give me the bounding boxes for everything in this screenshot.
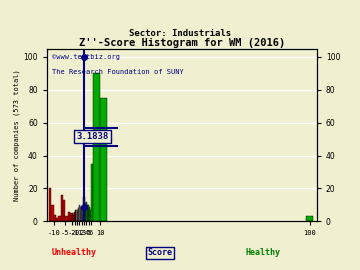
Bar	[82, 208, 83, 221]
Bar	[73, 215, 74, 221]
Bar	[88, 205, 89, 221]
Bar	[86, 205, 87, 221]
Bar	[72, 213, 73, 221]
Bar	[78, 208, 79, 221]
Bar	[78, 210, 80, 221]
Bar	[89, 208, 90, 221]
Text: Score: Score	[148, 248, 173, 257]
Bar	[81, 208, 82, 221]
Bar	[76, 210, 78, 221]
Bar	[79, 205, 80, 221]
Bar	[72, 215, 73, 221]
Bar	[74, 211, 75, 221]
Bar	[68, 211, 70, 221]
Bar	[66, 217, 68, 221]
Bar	[73, 213, 75, 221]
Bar	[49, 188, 51, 221]
Bar	[89, 207, 90, 221]
Bar	[75, 210, 76, 221]
Bar	[77, 211, 78, 221]
Bar	[63, 200, 66, 221]
Bar	[82, 207, 84, 221]
Bar	[80, 207, 81, 221]
Bar	[100, 98, 107, 221]
Bar	[58, 217, 61, 221]
Bar	[84, 202, 85, 221]
Bar	[85, 203, 86, 221]
Bar	[76, 211, 77, 221]
Bar	[93, 73, 100, 221]
Bar	[56, 218, 58, 221]
Bar	[70, 213, 72, 221]
Bar	[85, 205, 86, 221]
Bar	[84, 197, 85, 221]
Bar	[81, 207, 82, 221]
Title: Z''-Score Histogram for WM (2016): Z''-Score Histogram for WM (2016)	[79, 38, 285, 48]
Bar	[83, 208, 84, 221]
Bar	[90, 210, 91, 221]
Text: Unhealthy: Unhealthy	[51, 248, 96, 257]
Text: Sector: Industrials: Sector: Industrials	[129, 29, 231, 38]
Bar	[306, 217, 313, 221]
Bar	[86, 202, 87, 221]
Bar	[75, 213, 76, 221]
Text: Healthy: Healthy	[245, 248, 280, 257]
Bar	[91, 164, 93, 221]
Text: ©www.textbiz.org: ©www.textbiz.org	[52, 54, 120, 60]
Bar	[54, 215, 56, 221]
Bar	[87, 205, 88, 221]
Text: 3.1838: 3.1838	[76, 132, 109, 141]
Bar	[51, 205, 54, 221]
Text: The Research Foundation of SUNY: The Research Foundation of SUNY	[52, 69, 184, 75]
Bar	[87, 207, 89, 221]
Bar	[80, 207, 81, 221]
Bar	[61, 195, 63, 221]
Y-axis label: Number of companies (573 total): Number of companies (573 total)	[14, 69, 21, 201]
